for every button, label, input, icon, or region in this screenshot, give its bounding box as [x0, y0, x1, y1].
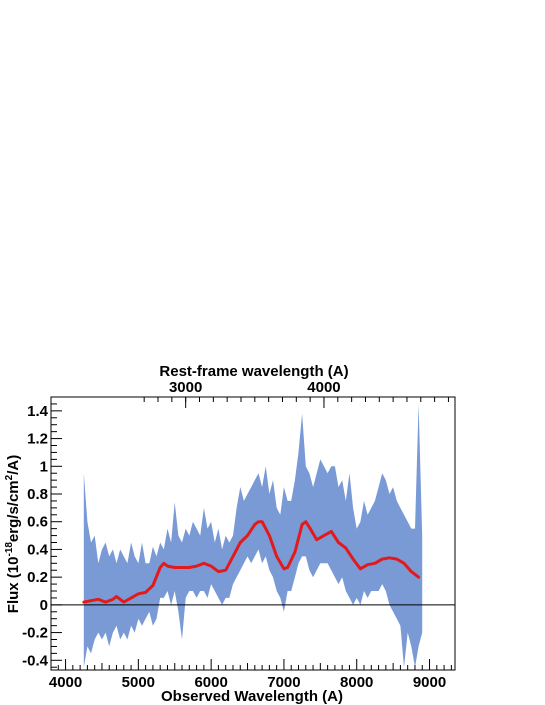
- plot-frame: [50, 396, 456, 671]
- top-tick-label: 4000: [307, 379, 340, 396]
- y-tick-label: 1.4: [27, 403, 49, 420]
- axis-ticks: [50, 397, 452, 670]
- x-tick-label: 5000: [122, 674, 155, 691]
- x-tick-label: 8000: [340, 674, 373, 691]
- flux-error-band: [83, 403, 423, 668]
- y-tick-label: -0.4: [22, 652, 49, 669]
- smoothed-spectrum-line: [82, 520, 421, 604]
- y-axis-title-exponent-2: 2: [4, 474, 15, 480]
- y-tick-label: 1.2: [27, 431, 48, 448]
- y-tick-label: -0.2: [22, 625, 48, 642]
- y-tick-label: 0.4: [27, 541, 49, 558]
- y-tick-label: 0.2: [27, 569, 48, 586]
- x-tick-label: 7000: [267, 674, 300, 691]
- top-tick-label: 3000: [169, 379, 202, 396]
- tick-labels: 4000 5000 6000 7000 8000 9000 -0.4 -0.2 0 0.2 0.4 0…: [22, 379, 446, 691]
- x-tick-label: 4000: [49, 674, 82, 691]
- flux-error-band-layer: [83, 403, 423, 668]
- top-axis-title: Rest-frame wavelength (A): [159, 363, 348, 380]
- y-axis-title-suffix: /A): [5, 455, 22, 475]
- y-tick-label: 1: [40, 458, 48, 475]
- x-axis-title: Observed Wavelength (A): [161, 688, 343, 705]
- y-axis-title-prefix: Flux (10: [5, 557, 22, 614]
- y-axis-title-middle: erg/s/cm: [5, 480, 22, 542]
- y-tick-label: 0: [40, 597, 48, 614]
- x-tick-label: 6000: [194, 674, 227, 691]
- y-axis-title: Flux (10-18erg/s/cm2/A): [4, 455, 22, 613]
- y-tick-label: 0.6: [27, 514, 48, 531]
- y-axis-title-exponent: -18: [4, 542, 15, 557]
- y-tick-label: 0.8: [27, 486, 48, 503]
- x-tick-label: 9000: [413, 674, 446, 691]
